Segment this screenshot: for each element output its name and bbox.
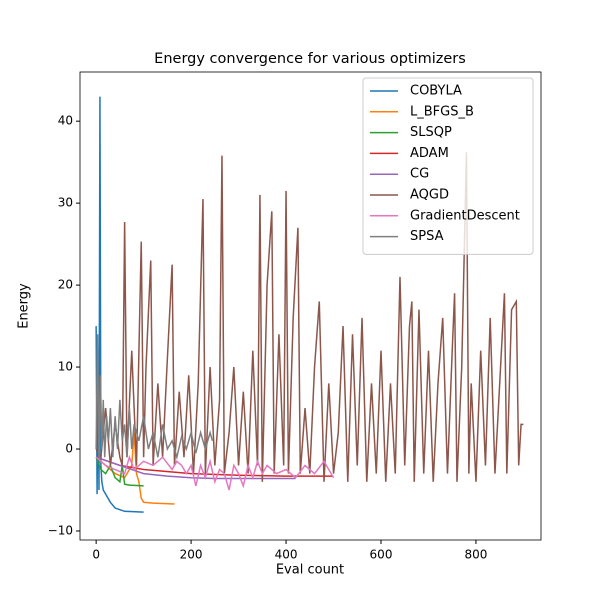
- y-tick-label: 20: [58, 278, 73, 292]
- series-line: [95, 454, 335, 491]
- legend-label: GradientDescent: [410, 208, 520, 223]
- x-tick-label: 600: [370, 548, 393, 562]
- legend-label: L_BFGS_B: [410, 104, 474, 119]
- x-tick-label: 200: [180, 548, 203, 562]
- y-axis-label: Energy: [17, 283, 32, 329]
- x-axis-label: Eval count: [276, 563, 344, 578]
- legend-label: ADAM: [410, 146, 449, 161]
- legend-label: SPSA: [410, 229, 444, 244]
- series-line: [95, 334, 214, 461]
- y-tick-label: 0: [65, 442, 73, 456]
- series-line: [95, 456, 296, 480]
- x-tick-label: 400: [275, 548, 298, 562]
- chart-title: Energy convergence for various optimizer…: [154, 51, 466, 67]
- x-tick-label: 800: [465, 548, 488, 562]
- legend-label: SLSQP: [410, 125, 452, 140]
- x-tick-label: 0: [92, 548, 100, 562]
- plot-frame: [79, 71, 542, 541]
- y-tick-label: −10: [48, 523, 73, 537]
- y-tick-label: 10: [58, 360, 73, 374]
- y-tick-label: 30: [58, 196, 73, 210]
- series-line: [95, 152, 524, 482]
- y-tick-label: 40: [58, 114, 73, 128]
- legend-box: [362, 77, 534, 255]
- legend-label: COBYLA: [410, 84, 462, 99]
- series-line: [95, 456, 144, 487]
- legend-label: AQGD: [410, 188, 449, 203]
- legend-label: CG: [410, 167, 429, 182]
